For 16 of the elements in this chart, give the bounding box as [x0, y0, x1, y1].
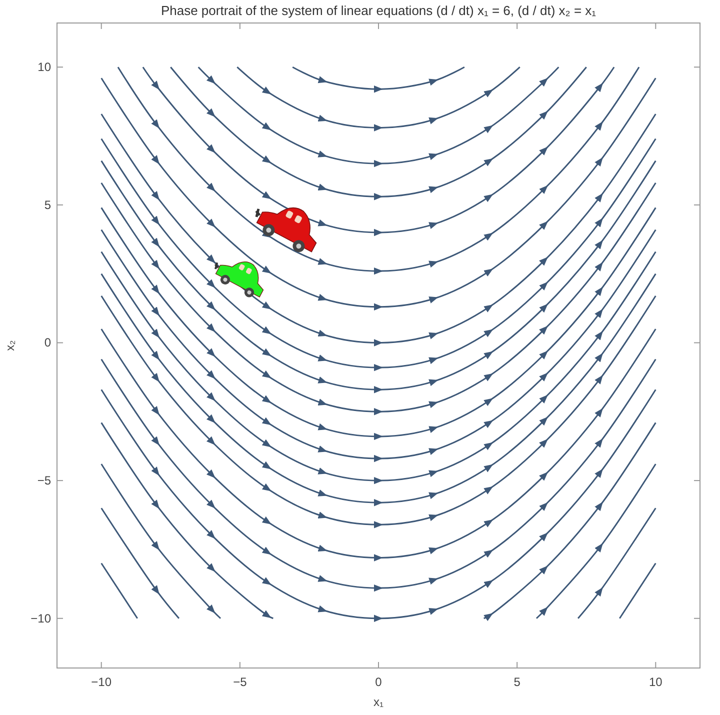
x-tick-label: 10 — [648, 675, 663, 689]
x-tick-label: −10 — [91, 675, 112, 689]
y-tick-label: 5 — [44, 198, 52, 212]
y-tick-label: −10 — [30, 611, 52, 626]
line-series — [100, 422, 274, 620]
y-axis-title: x₂ — [3, 340, 17, 351]
chart-title: Phase portrait of the system of linear equations (d / dt) x₁ = 6, (d / dt) x₂ = x₁ — [160, 3, 597, 18]
x-tick-label: −5 — [233, 675, 248, 689]
y-tick-label: 0 — [44, 336, 52, 350]
x-axis-title: x₁ — [373, 695, 384, 709]
y-tick-label: −5 — [37, 474, 52, 488]
x-tick-label: 0 — [375, 675, 382, 689]
x-tick-label: 5 — [514, 675, 521, 689]
y-tick-label: 10 — [38, 60, 52, 74]
line-series — [536, 463, 656, 620]
line-series — [100, 463, 222, 620]
